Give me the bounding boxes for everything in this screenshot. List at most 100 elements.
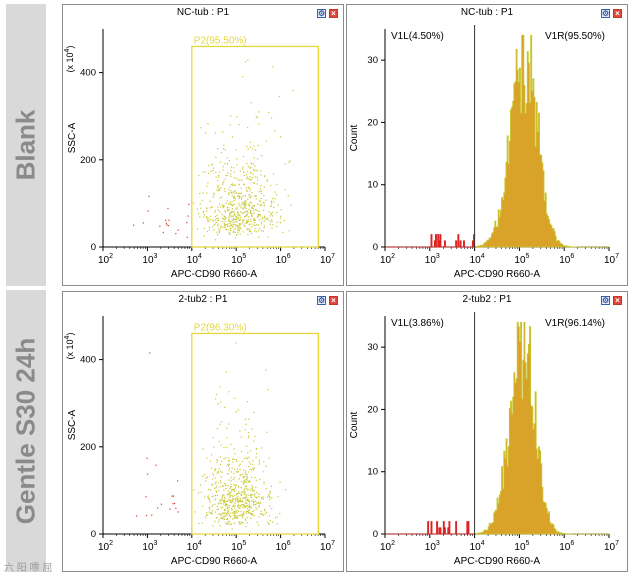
scatter-point — [207, 221, 209, 223]
scatter-point — [236, 195, 239, 197]
scatter-point — [254, 435, 256, 437]
scatter-point — [225, 505, 227, 507]
scatter-point — [223, 500, 225, 503]
scatter-point — [228, 423, 230, 425]
scatter-point — [279, 481, 281, 483]
scatter-point — [240, 204, 243, 206]
scatter-point — [231, 208, 234, 210]
scatter-point — [219, 171, 221, 173]
close-icon[interactable]: × — [613, 296, 622, 305]
scatter-point — [270, 213, 272, 215]
scatter-point — [204, 171, 207, 173]
scatter-point — [233, 214, 236, 216]
scatter-point — [245, 481, 248, 483]
close-icon[interactable]: × — [613, 9, 622, 18]
scatter-point — [218, 176, 220, 178]
scatter-point — [239, 497, 241, 499]
scatter-point — [232, 496, 234, 498]
settings-icon[interactable]: ⚙ — [601, 9, 610, 18]
scatter-point — [257, 214, 259, 216]
scatter-point — [223, 494, 225, 496]
scatter-point — [207, 217, 209, 220]
scatter-point — [243, 504, 245, 507]
scatter-point — [250, 500, 253, 502]
x-tick-label: 106 — [559, 253, 574, 266]
scatter-point — [233, 484, 235, 486]
settings-icon[interactable]: ⚙ — [601, 296, 610, 305]
scatter-point — [221, 221, 223, 223]
scatter-point — [224, 515, 226, 517]
scatter-point — [266, 511, 268, 514]
scatter-point — [245, 473, 247, 475]
scatter-point — [245, 512, 247, 514]
scatter-point — [233, 514, 235, 516]
scatter-point — [230, 203, 232, 205]
scatter-point — [251, 207, 253, 209]
scatter-point — [230, 523, 232, 525]
scatter-point — [226, 508, 229, 510]
close-icon[interactable]: × — [329, 9, 338, 18]
scatter-point — [209, 207, 211, 209]
scatter-point — [263, 508, 266, 510]
scatter-point — [251, 514, 253, 516]
scatter-point — [238, 507, 240, 509]
scatter-point — [207, 495, 209, 497]
scatter-point — [244, 206, 246, 208]
scatter-point — [265, 199, 267, 201]
scatter-point — [202, 475, 204, 478]
scatter-point — [251, 428, 253, 430]
scatter-point — [229, 215, 231, 217]
scatter-point — [258, 493, 260, 495]
scatter-point — [265, 140, 267, 142]
scatter-point — [222, 512, 224, 514]
scatter-point — [227, 523, 229, 525]
scatter-point — [239, 507, 241, 509]
scatter-point — [202, 505, 204, 507]
scatter-point — [237, 471, 239, 473]
scatter-point — [220, 507, 222, 509]
scatter-point — [236, 164, 238, 166]
scatter-point — [206, 230, 209, 233]
scatter-point — [203, 227, 205, 229]
settings-icon[interactable]: ⚙ — [317, 9, 326, 18]
scatter-point — [232, 223, 234, 225]
region-label-left: V1L(4.50%) — [391, 31, 444, 42]
region-label-right: V1R(95.50%) — [545, 31, 605, 42]
scatter-point — [217, 225, 219, 227]
scatter-point — [186, 222, 188, 224]
scatter-point — [205, 480, 207, 482]
scatter-point — [248, 461, 250, 463]
scatter-point — [205, 514, 207, 516]
scatter-point — [240, 451, 243, 453]
scatter-point — [233, 472, 235, 475]
scatter-point — [228, 463, 230, 465]
scatter-point — [220, 517, 222, 519]
scatter-point — [290, 204, 292, 206]
scatter-point — [234, 468, 236, 470]
x-tick-label: 103 — [425, 253, 440, 266]
scatter-point — [249, 450, 252, 452]
scatter-point — [160, 503, 163, 505]
scatter-point — [238, 202, 240, 204]
scatter-point — [241, 513, 243, 515]
scatter-point — [224, 210, 226, 212]
scatter-point — [249, 494, 251, 496]
scatter-point — [214, 211, 216, 214]
scatter-point — [145, 496, 147, 498]
close-icon[interactable]: × — [329, 296, 338, 305]
scatter-point — [232, 489, 235, 491]
scatter-point — [175, 232, 177, 235]
scatter-point — [246, 498, 248, 500]
scatter-point — [248, 231, 251, 233]
scatter-point — [245, 187, 247, 189]
scatter-point — [216, 517, 218, 519]
scatter-point — [242, 469, 245, 471]
scatter-point — [223, 508, 226, 510]
settings-icon[interactable]: ⚙ — [317, 296, 326, 305]
scatter-point — [237, 224, 239, 226]
y-axis-label: Count — [349, 411, 360, 438]
scatter-point — [257, 144, 259, 147]
scatter-point — [254, 149, 257, 151]
scatter-point — [222, 206, 224, 209]
scatter-point — [214, 494, 217, 496]
